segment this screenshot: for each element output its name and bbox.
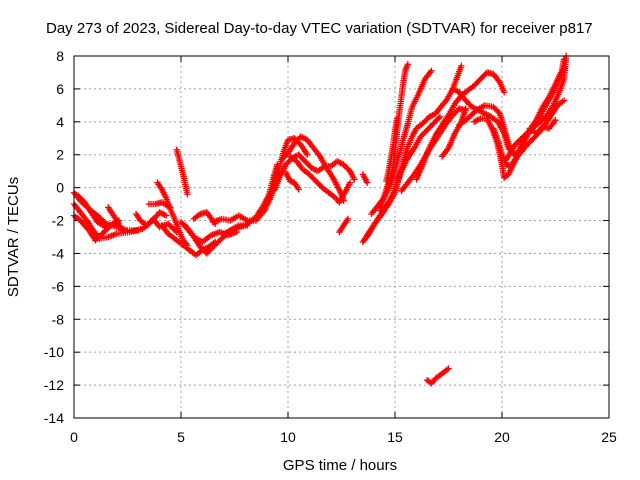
data-point [404,61,412,68]
data-point [351,176,358,183]
y-tick-label: -2 [52,213,65,229]
data-point [295,186,302,193]
y-tick-label: -10 [44,344,64,360]
data-point [117,225,125,232]
data-point [500,89,508,96]
data-point [274,161,281,168]
x-tick-label: 10 [280,429,296,445]
data-point [162,212,170,219]
data-point [560,97,568,104]
chart-title: Day 273 of 2023, Sidereal Day-to-day VTE… [46,20,593,37]
y-axis-title: SDTVAR / TECUs [5,177,22,297]
y-tick-label: -8 [52,311,65,327]
y-tick-labels: -14 -12 -10 -8 -6 -4 -2 0 2 4 6 8 [44,48,64,426]
data-point [344,215,352,223]
y-tick-label: 4 [56,114,64,130]
y-tick-label: 6 [56,81,64,97]
y-tick-label: -6 [52,278,65,294]
axis-ticks [73,55,610,419]
data-point [445,365,452,372]
y-tick-label: 2 [56,147,64,163]
data-point [462,105,469,112]
plot-frame [73,55,610,419]
x-axis-title: GPS time / hours [283,457,397,474]
data-point [436,113,444,121]
x-tick-label: 15 [387,429,403,445]
y-tick-label: 8 [56,48,64,64]
y-tick-label: -4 [52,245,65,261]
data-point [443,366,451,373]
y-tick-label: 0 [56,180,64,196]
data-point [428,67,435,75]
grid-lines [74,56,609,418]
data-point [458,62,465,70]
x-tick-label: 25 [601,429,617,445]
data-point [552,116,559,124]
y-tick-label: -14 [44,410,64,426]
x-tick-labels: 0 5 10 15 20 25 [70,429,617,445]
y-tick-label: -12 [44,377,64,393]
data-point [102,223,110,231]
data-point [346,179,354,186]
data-point [304,151,311,158]
x-tick-label: 20 [494,429,510,445]
x-tick-label: 0 [70,429,78,445]
data-point [435,114,442,122]
data-point [363,179,371,186]
x-tick-label: 5 [177,429,185,445]
data-point [184,191,191,198]
data-point [393,115,401,122]
data-points [70,52,570,387]
